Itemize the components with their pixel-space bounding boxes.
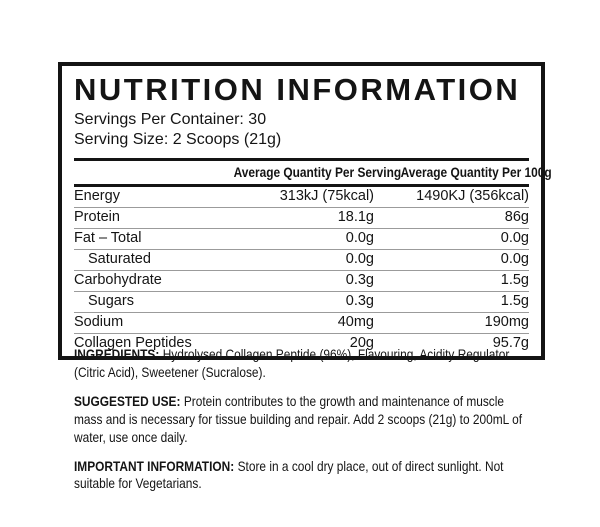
per-serving-value: 0.3g bbox=[204, 291, 374, 313]
table-row-energy: Energy 313kJ (75kcal) 1490KJ (356kcal) bbox=[74, 185, 529, 208]
nutrient-name: Protein bbox=[74, 207, 204, 229]
per-100g-column-header: Average Quantity Per 100g bbox=[374, 161, 552, 188]
per-serving-value: 40mg bbox=[204, 312, 374, 334]
table-row-collagen-peptides: Collagen Peptides 20g 95.7g bbox=[74, 333, 529, 355]
nutrient-name: Fat – Total bbox=[74, 228, 204, 250]
per-serving-column-header-label: Average Quantity Per Serving bbox=[233, 164, 402, 181]
per-serving-value: 20g bbox=[349, 334, 374, 351]
per-100g-value: 190mg bbox=[374, 312, 529, 334]
suggested-use-section: SUGGESTED USE: Protein contributes to the… bbox=[74, 393, 530, 447]
nutrition-table: Average Quantity Per Serving Average Qua… bbox=[74, 161, 552, 356]
nutrient-name: Carbohydrate bbox=[74, 270, 204, 292]
table-row-protein: Protein 18.1g 86g bbox=[74, 207, 529, 229]
per-100g-value: 0.0g bbox=[374, 228, 529, 250]
label-title: NUTRITION INFORMATION bbox=[74, 72, 521, 107]
table-row-fat-total: Fat – Total 0.0g 0.0g bbox=[74, 228, 529, 250]
table-row-sugars: Sugars 0.3g 1.5g bbox=[74, 291, 529, 313]
important-information-section: IMPORTANT INFORMATION: Store in a cool dr… bbox=[74, 458, 530, 494]
important-information-body: Store in a cool dry place, out of direct… bbox=[74, 457, 504, 492]
table-row-sodium: Sodium 40mg 190mg bbox=[74, 312, 529, 334]
serving-size: Serving Size: 2 Scoops (21g) bbox=[74, 130, 282, 148]
table-header-row: Average Quantity Per Serving Average Qua… bbox=[74, 161, 552, 188]
per-serving-value: 0.3g bbox=[204, 270, 374, 292]
ingredients-body: Hydrolysed Collagen Peptide (96%), Flavo… bbox=[74, 346, 510, 380]
nutrient-name: Sodium bbox=[74, 312, 204, 334]
per-100g-value: 1.5g bbox=[374, 270, 529, 292]
per-serving-value: 18.1g bbox=[204, 207, 374, 229]
nutrient-name: Sugars bbox=[74, 291, 204, 313]
per-100g-column-header-label: Average Quantity Per 100g bbox=[400, 164, 552, 181]
nutrient-name: Saturated bbox=[74, 249, 204, 271]
per-serving-value: 313kJ (75kcal) bbox=[204, 185, 374, 208]
serving-info: Servings Per Container: 30 Serving Size:… bbox=[74, 110, 529, 149]
table-row-saturated: Saturated 0.0g 0.0g bbox=[74, 249, 529, 271]
ingredients-heading: INGREDIENTS: bbox=[74, 346, 160, 362]
nutrient-name: Energy bbox=[74, 185, 204, 208]
suggested-use-body: Protein contributes to the growth and ma… bbox=[74, 392, 523, 445]
suggested-use-heading: SUGGESTED USE: bbox=[74, 392, 181, 409]
nutrient-column-header bbox=[74, 161, 204, 188]
table-row-carbohydrate: Carbohydrate 0.3g 1.5g bbox=[74, 270, 529, 292]
per-100g-value: 95.7g bbox=[492, 334, 529, 351]
per-serving-value: 0.0g bbox=[204, 228, 374, 250]
nutrition-facts-box: NUTRITION INFORMATION Servings Per Conta… bbox=[58, 62, 552, 360]
important-information-heading: IMPORTANT INFORMATION: bbox=[74, 457, 235, 474]
nutrient-name: Collagen Peptides bbox=[74, 334, 192, 351]
per-serving-column-header: Average Quantity Per Serving bbox=[204, 161, 401, 188]
per-100g-value: 86g bbox=[374, 207, 529, 229]
per-serving-value: 0.0g bbox=[204, 249, 374, 271]
ingredients-section: INGREDIENTS: Hydrolysed Collagen Peptide … bbox=[74, 346, 530, 382]
servings-per-container: Servings Per Container: 30 bbox=[74, 111, 267, 128]
info-sections: INGREDIENTS: Hydrolysed Collagen Peptide … bbox=[74, 346, 530, 504]
per-100g-value: 1.5g bbox=[374, 291, 529, 313]
per-100g-value: 1490KJ (356kcal) bbox=[374, 185, 529, 208]
per-100g-value: 0.0g bbox=[374, 249, 529, 271]
top-divider bbox=[74, 158, 529, 162]
